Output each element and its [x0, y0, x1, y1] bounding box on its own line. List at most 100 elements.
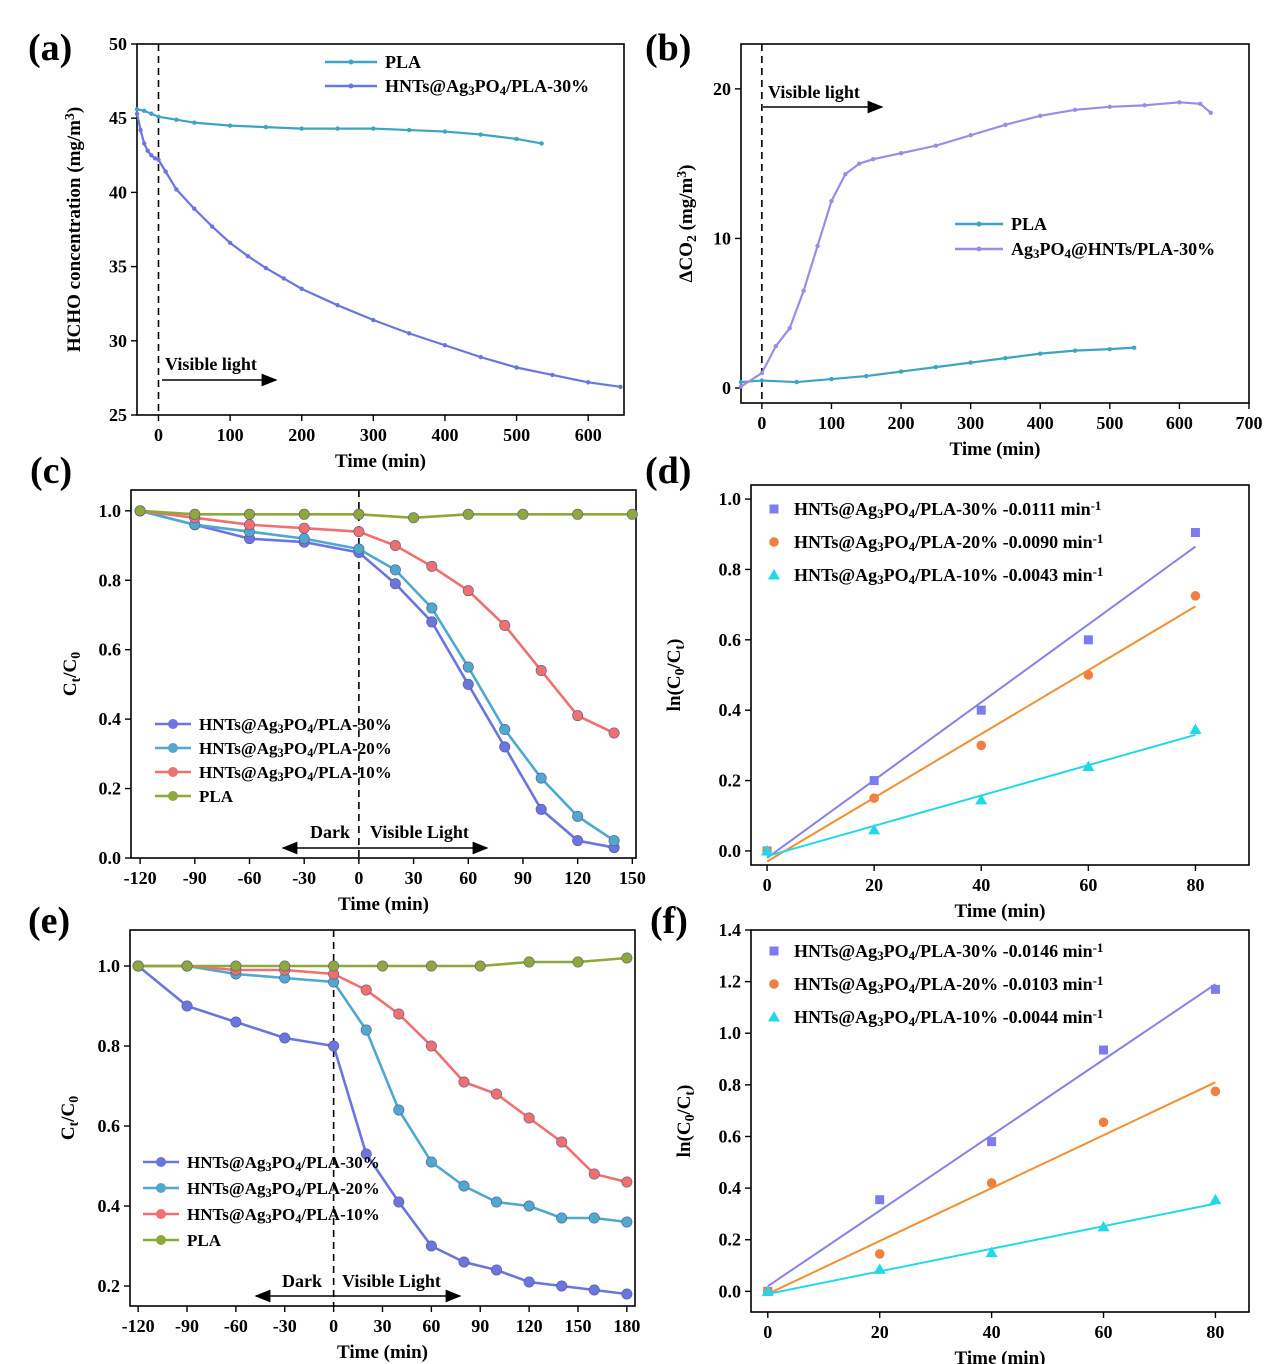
data-point	[976, 740, 987, 751]
data-point	[425, 1040, 437, 1052]
x-tick-label: 30	[374, 1316, 392, 1336]
y-tick-label: 0	[722, 378, 731, 398]
data-point	[1038, 351, 1043, 356]
series-1	[762, 591, 1201, 863]
y-tick-label: 0.0	[719, 1281, 742, 1301]
legend-marker	[156, 1157, 166, 1167]
legend-label: HNTs@Ag3PO4/PLA-20% -0.0103 min-1	[794, 973, 1103, 996]
legend-label-part: 4	[295, 1160, 301, 1174]
y-tick-label: 0.4	[98, 1196, 121, 1216]
y-axis-label-part: )	[674, 1085, 695, 1091]
data-point	[442, 129, 448, 134]
data-point	[227, 240, 233, 246]
y-axis-label-part: 2	[684, 235, 699, 242]
visible-light-annotation: Visible light	[165, 354, 257, 374]
data-point	[801, 288, 806, 294]
legend-label-part: 3	[277, 746, 283, 760]
data-point	[281, 276, 287, 281]
x-tick-label: 600	[575, 425, 602, 445]
y-axis-label-part: ln(C	[674, 1121, 695, 1157]
y-tick-label: 10	[713, 228, 731, 248]
data-point	[968, 133, 973, 138]
visible-light-annotation: Visible Light	[342, 1271, 441, 1291]
data-point	[556, 1136, 568, 1148]
data-point	[787, 326, 792, 331]
legend-label-part: 4	[1064, 246, 1071, 261]
panel-label: (d)	[645, 450, 691, 492]
data-point	[406, 127, 412, 133]
legend-label-part: HNTs@Ag	[187, 1153, 266, 1172]
legend-label-part: HNTs@Ag	[794, 941, 877, 961]
series-2	[761, 723, 1202, 858]
legend-label-part: PLA	[187, 1231, 222, 1250]
data-point	[1189, 723, 1202, 735]
y-tick-label: 0.4	[719, 700, 742, 720]
legend-label-part: 4	[909, 948, 916, 963]
data-point	[425, 1156, 437, 1168]
legend-marker	[168, 719, 178, 729]
legend-label-part: 3	[877, 981, 884, 996]
legend-label-part: 4	[307, 746, 313, 760]
y-axis-label-part: 0	[672, 668, 687, 675]
data-point	[535, 803, 547, 815]
data-point	[794, 379, 799, 385]
data-point	[761, 1285, 774, 1296]
data-point	[864, 373, 869, 379]
y-axis-label-part: t	[66, 1121, 81, 1126]
legend-label-part: /PLA-10% -0.0044 min	[914, 1007, 1093, 1027]
y-axis-label-part: )	[676, 165, 697, 171]
y-axis-label-part: 0	[682, 1114, 697, 1121]
x-tick-label: 100	[818, 413, 845, 433]
data-point	[608, 727, 620, 739]
series-line	[138, 964, 628, 1184]
data-point	[408, 512, 420, 524]
legend-label: Ag3PO4@HNTs/PLA-30%	[1011, 239, 1215, 261]
plot-frame	[136, 43, 625, 416]
legend-label-part: HNTs@Ag	[385, 76, 468, 96]
legend: HNTs@Ag3PO4/PLA-30% -0.0146 min-1HNTs@Ag…	[768, 940, 1103, 1029]
legend: PLA HNTs@Ag3PO4/PLA-30%	[325, 52, 589, 98]
x-tick-label: 0	[763, 875, 772, 895]
x-tick-label: -90	[175, 1316, 199, 1336]
data-point	[517, 508, 529, 520]
data-point	[462, 585, 474, 597]
legend-label: PLA	[385, 52, 421, 72]
data-point	[588, 1284, 600, 1296]
x-tick-label: 20	[871, 1322, 889, 1342]
legend-label-part: 3	[877, 572, 884, 587]
x-tick-label: 180	[613, 1316, 640, 1336]
y-axis-label-part: 0	[68, 652, 83, 659]
data-point	[773, 343, 778, 349]
legend-label-part: PO	[884, 1007, 909, 1027]
data-point	[478, 354, 483, 360]
legend-label: HNTs@Ag3PO4/PLA-30% -0.0111 min-1	[794, 498, 1101, 521]
x-tick-label: 90	[514, 868, 532, 888]
legend-label-part: PO	[884, 532, 909, 552]
data-point	[1107, 346, 1113, 352]
legend-marker	[168, 767, 178, 777]
x-tick-label: 700	[1236, 413, 1263, 433]
series-line	[136, 108, 542, 145]
data-point	[1098, 1117, 1109, 1128]
y-axis-label-part: (mg/m	[676, 178, 697, 236]
y-tick-label: 0.0	[719, 841, 742, 861]
data-point	[618, 384, 623, 390]
visible-light-annotation: Visible light	[768, 82, 860, 102]
legend-label-part: HNTs@Ag	[794, 532, 877, 552]
y-axis-label-part: t	[672, 645, 687, 650]
data-point	[389, 540, 401, 552]
data-point	[873, 1263, 886, 1274]
data-point	[132, 960, 144, 972]
legend-label: HNTs@Ag3PO4/PLA-30%	[385, 76, 589, 98]
legend-label: HNTs@Ag3PO4/PLA-20% -0.0090 min-1	[794, 531, 1103, 554]
data-point	[138, 127, 143, 133]
legend-marker	[769, 504, 779, 514]
x-tick-label: 30	[405, 868, 423, 888]
y-axis-label-part: /C	[60, 659, 81, 679]
data-point	[975, 793, 988, 805]
y-tick-label: 0.8	[98, 1036, 121, 1056]
legend-label-part: /PLA-10% -0.0043 min	[914, 565, 1093, 585]
data-point	[134, 111, 140, 116]
fit-line	[766, 545, 1197, 859]
